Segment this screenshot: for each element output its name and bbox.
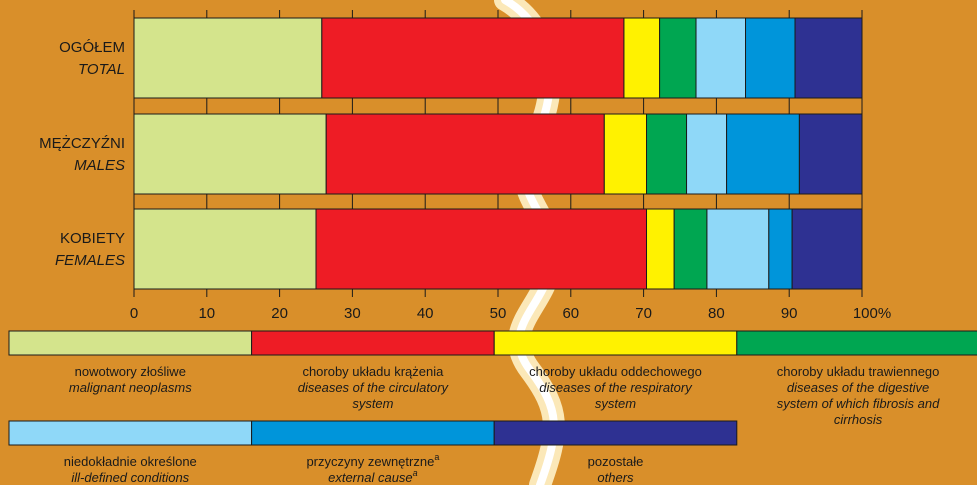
legend-swatch — [493, 330, 738, 356]
legend-label: nowotwory złośliwe — [75, 364, 186, 379]
tick-label: 20 — [271, 305, 288, 322]
legend-label-en: system — [595, 396, 636, 411]
legend-label: choroby układu trawiennego — [777, 364, 940, 379]
bar-segment — [133, 208, 317, 290]
tick-label: 60 — [562, 305, 579, 322]
bar-segment — [646, 208, 675, 290]
tick-label: 70 — [635, 305, 652, 322]
legend-label: przyczyny zewnętrznea — [306, 452, 439, 469]
legend-label-en: diseases of the respiratory — [539, 380, 693, 395]
bar-segment — [695, 17, 747, 99]
tick-label: 0 — [130, 305, 138, 322]
legend-swatch — [251, 330, 495, 356]
bar-segment — [133, 17, 323, 99]
category-label-en: MALES — [74, 157, 125, 174]
category-label: OGÓŁEM — [59, 39, 125, 56]
legend-label-en: others — [597, 470, 634, 485]
legend-label-en: system — [352, 396, 393, 411]
legend-label-en: diseases of the circulatory — [298, 380, 450, 395]
x-axis: 0 10 20 30 40 50 60 70 80 90 100% — [130, 98, 891, 322]
legend-label-en: external causea — [328, 468, 418, 485]
category-label: KOBIETY — [60, 230, 125, 247]
tick-label: 100% — [853, 305, 891, 322]
bar-segment — [706, 208, 770, 290]
bar-segment — [646, 113, 688, 195]
legend-label: choroby układu oddechowego — [529, 364, 702, 379]
bar-segment — [726, 113, 800, 195]
bars-area: OGÓŁEM TOTAL MĘŻCZYŹNI MALES KOBIETY FEMALES — [39, 17, 863, 290]
bar-row: KOBIETY FEMALES — [55, 208, 863, 290]
legend-label: choroby układu krążenia — [302, 364, 444, 379]
bar-segment — [133, 113, 327, 195]
bar-row: MĘŻCZYŹNI MALES — [39, 113, 863, 195]
tick-label: 30 — [344, 305, 361, 322]
bar-row: OGÓŁEM TOTAL — [59, 17, 863, 99]
legend-swatch — [736, 330, 977, 356]
legend-label: niedokładnie określone — [64, 454, 197, 469]
legend-label-en: malignant neoplasms — [69, 380, 192, 395]
bar-segment — [745, 17, 796, 99]
bar-segment — [798, 113, 863, 195]
legend-swatch — [8, 330, 253, 356]
legend-label: pozostałe — [588, 454, 644, 469]
bar-segment — [603, 113, 648, 195]
legend-swatch — [8, 420, 253, 446]
legend-swatch — [251, 420, 495, 446]
legend-label-en: diseases of the digestive — [787, 380, 929, 395]
legend-footnote-mark: a — [434, 452, 439, 462]
bar-segment — [768, 208, 793, 290]
bar-segment — [325, 113, 605, 195]
category-label-en: TOTAL — [78, 61, 125, 78]
legend-footnote-mark: a — [413, 468, 418, 478]
category-label-en: FEMALES — [55, 252, 125, 269]
bar-segment — [315, 208, 648, 290]
bar-segment — [686, 113, 728, 195]
bar-segment — [321, 17, 625, 99]
tick-label: 10 — [198, 305, 215, 322]
legend-label-en: ill-defined conditions — [71, 470, 189, 485]
bar-segment — [623, 17, 661, 99]
category-label: MĘŻCZYŹNI — [39, 134, 125, 152]
bar-segment — [791, 208, 863, 290]
top-ticks — [133, 10, 863, 18]
legend-label-en: cirrhosis — [834, 412, 883, 427]
tick-label: 50 — [490, 305, 507, 322]
tick-label: 80 — [708, 305, 725, 322]
legend-label-en: system of which fibrosis and — [777, 396, 940, 411]
tick-label: 90 — [781, 305, 798, 322]
tick-label: 40 — [417, 305, 434, 322]
bar-segment — [794, 17, 863, 99]
legend-swatch — [493, 420, 738, 446]
bar-segment — [673, 208, 708, 290]
bar-segment — [659, 17, 697, 99]
